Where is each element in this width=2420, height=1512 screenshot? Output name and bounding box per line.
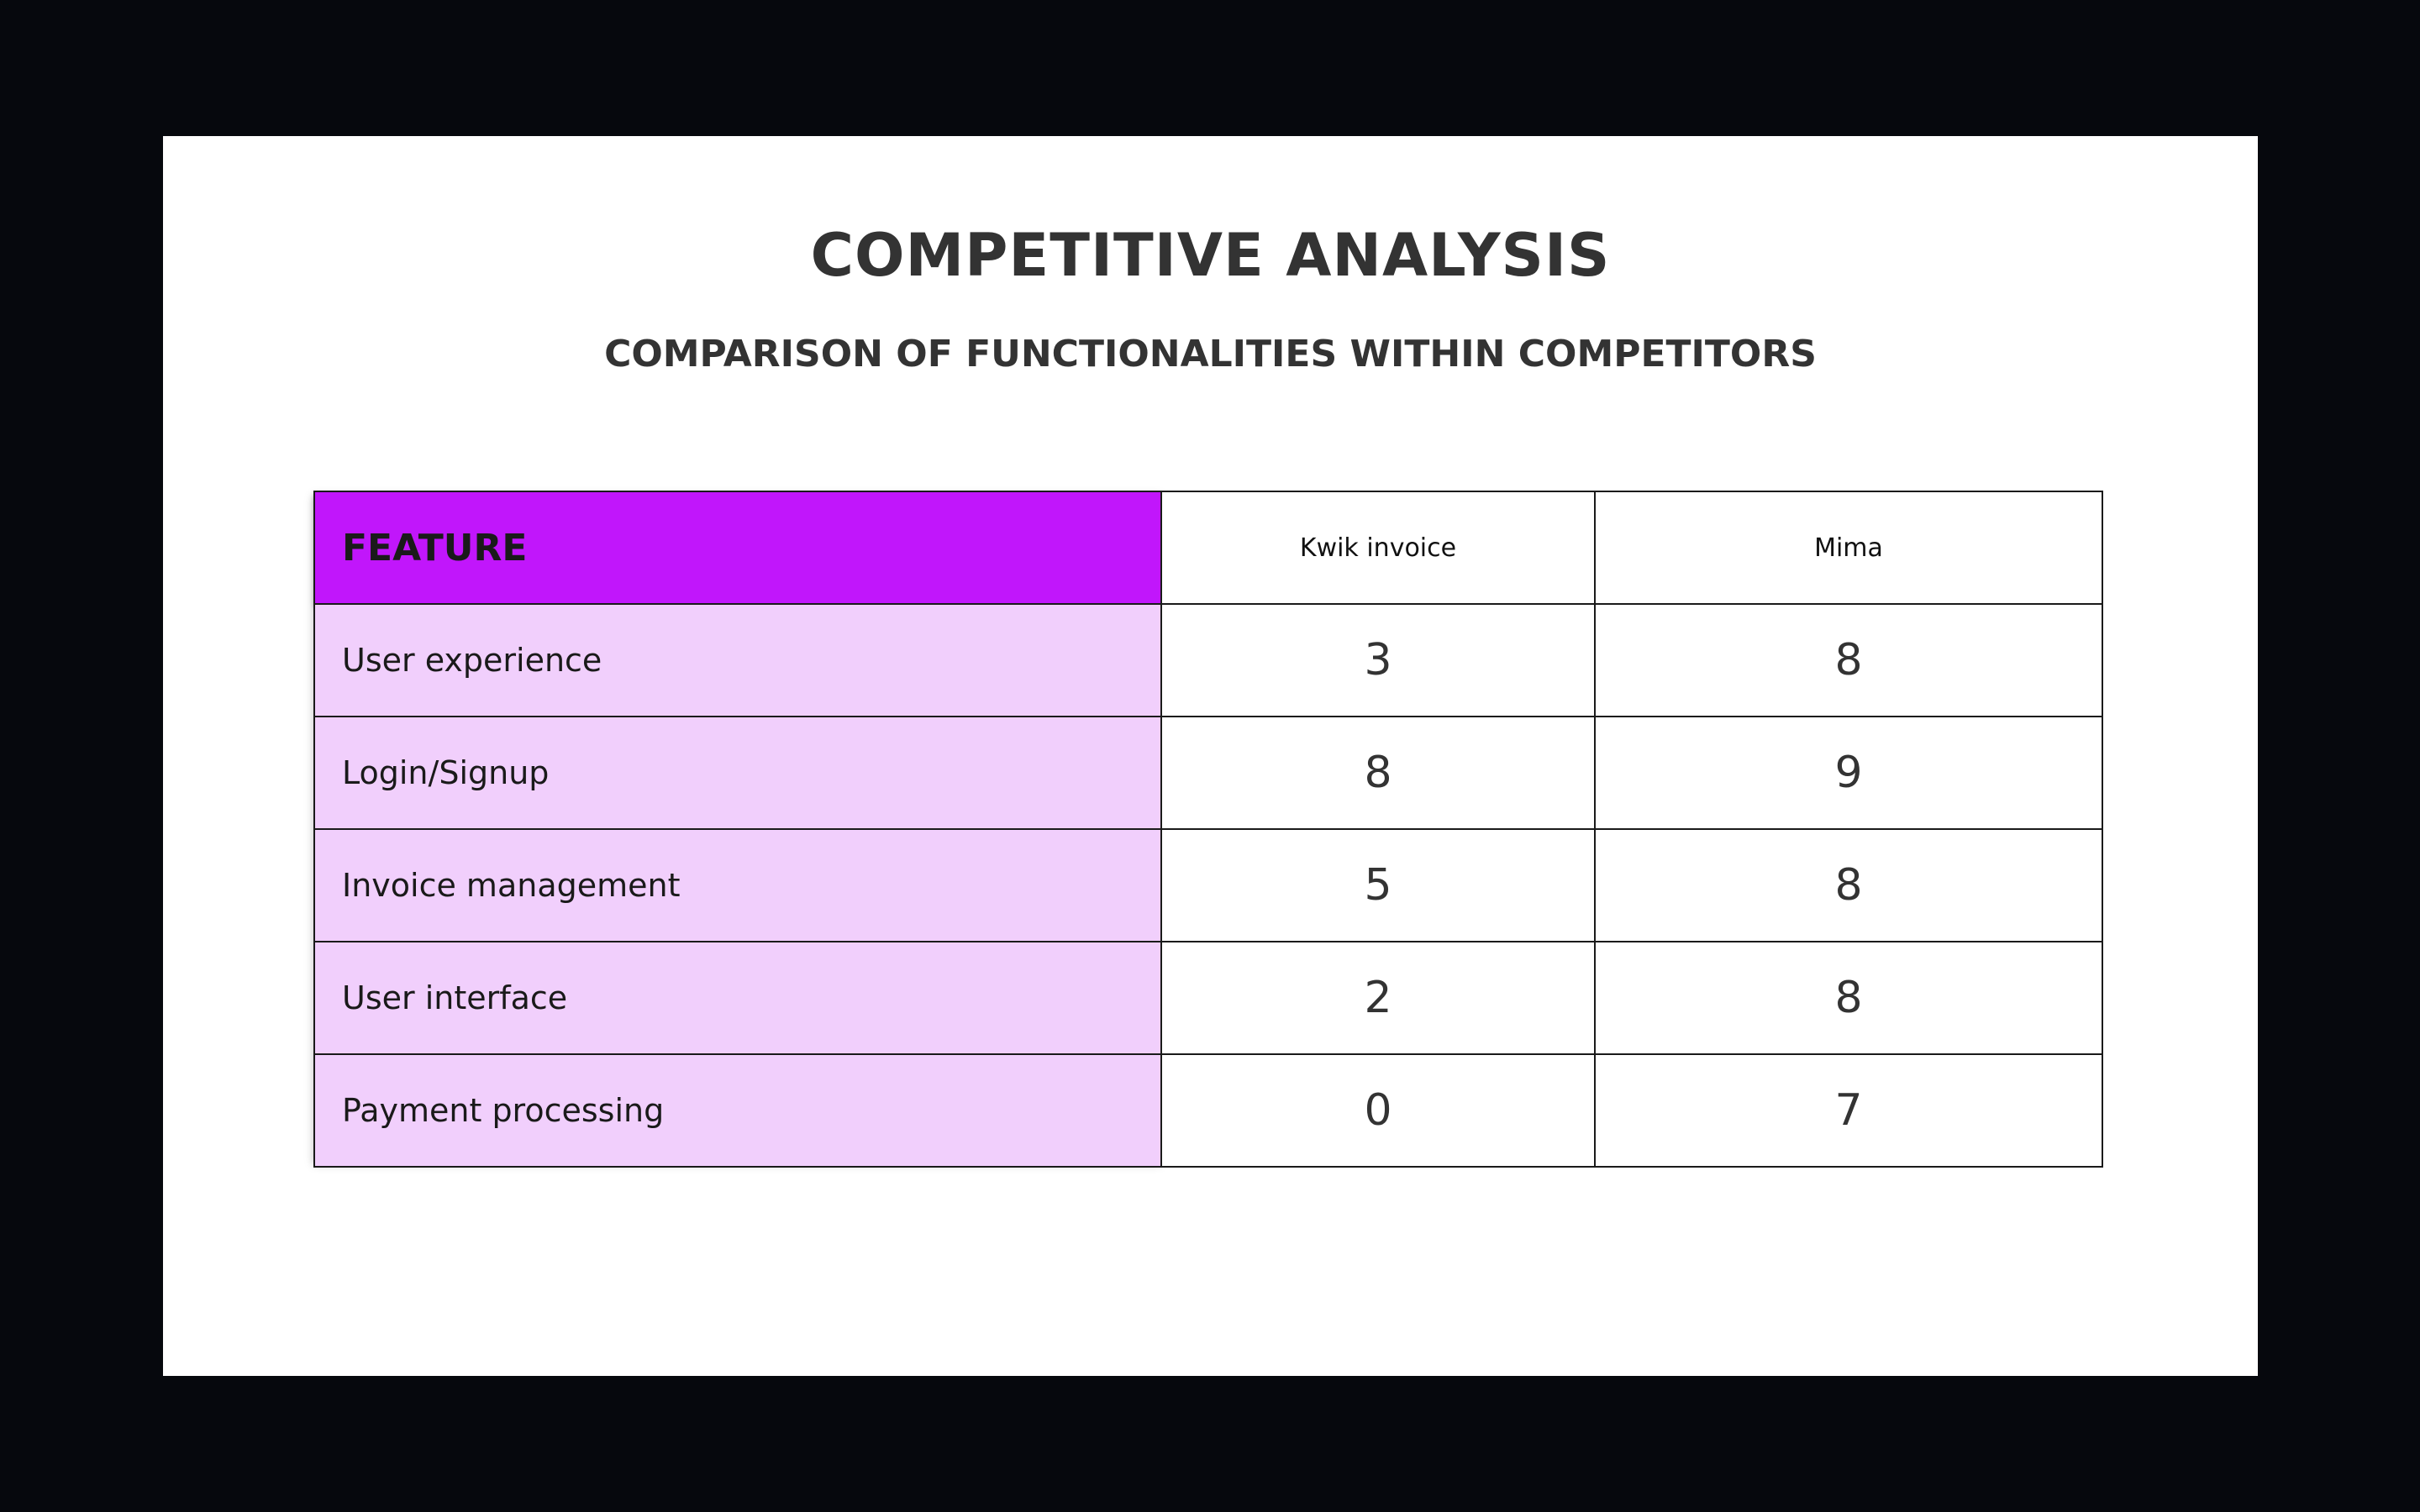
comparison-table: FEATURE Kwik invoice Mima User experienc… [313, 491, 2103, 1168]
table-row: Invoice management 5 8 [313, 828, 2103, 942]
score-kwik-invoice: 5 [1160, 828, 1596, 942]
feature-cell: Invoice management [313, 828, 1162, 942]
score-mima: 8 [1594, 828, 2103, 942]
score-kwik-invoice: 2 [1160, 941, 1596, 1055]
slide-subtitle: COMPARISON OF FUNCTIONALITIES WITHIN COM… [604, 333, 1817, 375]
score-kwik-invoice: 3 [1160, 603, 1596, 717]
header-competitor-kwik-invoice: Kwik invoice [1160, 491, 1596, 605]
table-header-row: FEATURE Kwik invoice Mima [313, 491, 2103, 605]
table-row: User experience 3 8 [313, 603, 2103, 717]
feature-cell: User experience [313, 603, 1162, 717]
header-competitor-mima: Mima [1594, 491, 2103, 605]
table-row: Payment processing 0 7 [313, 1053, 2103, 1168]
table-row: Login/Signup 8 9 [313, 716, 2103, 830]
slide: COMPETITIVE ANALYSIS COMPARISON OF FUNCT… [163, 136, 2258, 1376]
feature-cell: Payment processing [313, 1053, 1162, 1168]
header-feature: FEATURE [313, 491, 1162, 605]
score-kwik-invoice: 0 [1160, 1053, 1596, 1168]
score-kwik-invoice: 8 [1160, 716, 1596, 830]
slide-title: COMPETITIVE ANALYSIS [810, 221, 1611, 290]
feature-cell: Login/Signup [313, 716, 1162, 830]
feature-cell: User interface [313, 941, 1162, 1055]
score-mima: 8 [1594, 941, 2103, 1055]
score-mima: 7 [1594, 1053, 2103, 1168]
score-mima: 9 [1594, 716, 2103, 830]
score-mima: 8 [1594, 603, 2103, 717]
table-row: User interface 2 8 [313, 941, 2103, 1055]
